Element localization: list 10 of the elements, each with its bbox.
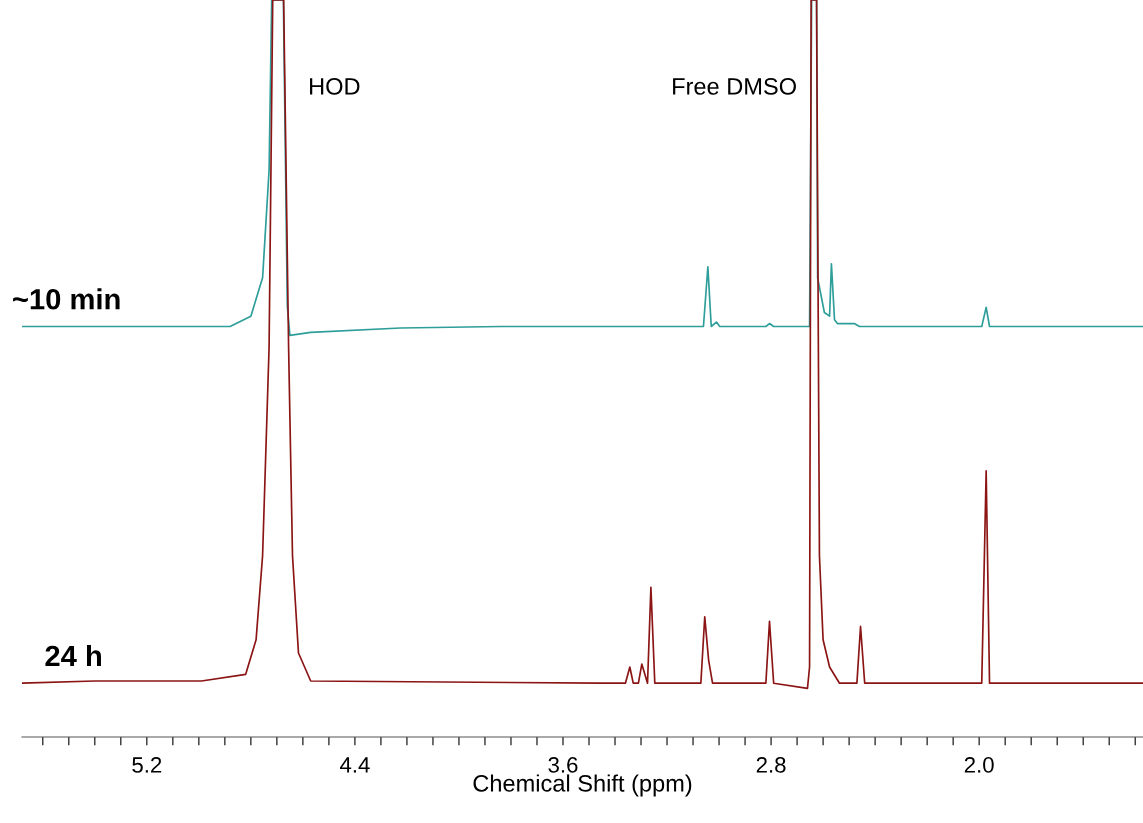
x-axis-title: Chemical Shift (ppm) [473,774,692,797]
x-tick-label: 2.0 [964,757,994,773]
x-tick-label: 4.4 [339,757,370,773]
annotation: Free DMSO [673,78,796,95]
annotation: HOD [310,78,360,95]
series-label: ~10 min [13,288,120,310]
x-tick-label: 3.6 [548,757,578,773]
x-tick-label: 5.2 [132,757,162,773]
x-tick-label: 2.8 [756,757,786,773]
series-label: 24 h [45,644,101,667]
